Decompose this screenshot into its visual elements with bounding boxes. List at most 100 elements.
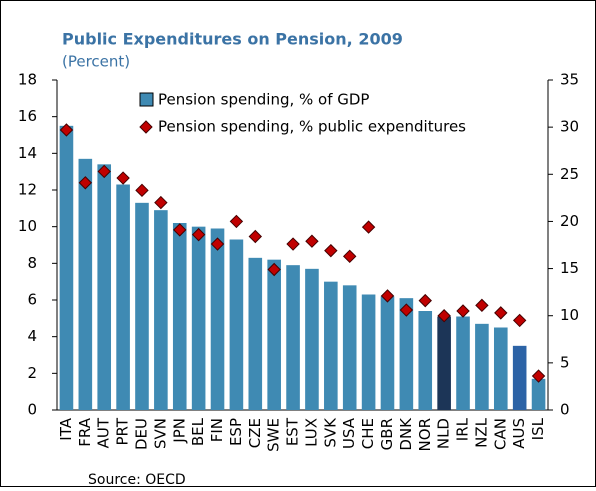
bar <box>342 285 357 410</box>
x-tick-label: ESP <box>227 418 245 446</box>
x-tick-label: DEU <box>132 418 150 450</box>
bar <box>229 239 244 410</box>
y2-tick-label: 35 <box>560 71 579 89</box>
bar <box>248 257 263 410</box>
y2-tick-label: 20 <box>560 212 579 230</box>
y2-tick-label: 15 <box>560 259 579 277</box>
y2-tick-label: 30 <box>560 118 579 136</box>
x-tick-label: ITA <box>57 417 75 440</box>
bar <box>361 294 376 410</box>
bar <box>305 268 319 410</box>
diamond-marker <box>286 237 300 251</box>
diamond-marker <box>191 227 206 242</box>
diamond-marker <box>210 237 225 251</box>
legend-label: Pension spending, % public expenditures <box>158 118 466 136</box>
bar <box>78 158 93 410</box>
bar <box>97 164 112 410</box>
bar <box>154 210 168 410</box>
y-tick-label: 6 <box>27 291 37 309</box>
diamond-marker <box>229 214 244 229</box>
x-tick-label: GBR <box>378 418 396 450</box>
bar <box>418 311 433 410</box>
bar <box>191 226 206 410</box>
legend-label: Pension spending, % of GDP <box>158 91 369 109</box>
bar <box>380 296 395 410</box>
diamond-marker <box>267 262 281 277</box>
diamond-marker <box>305 234 319 248</box>
x-tick-label: DNK <box>397 417 415 451</box>
y-tick-label: 4 <box>27 327 37 345</box>
y-tick-label: 10 <box>18 217 37 235</box>
x-tick-label: NOR <box>416 418 434 451</box>
x-tick-label: JPN <box>170 418 188 444</box>
x-tick-label: FRA <box>76 417 94 446</box>
bar <box>116 184 130 410</box>
diamond-marker <box>531 369 546 383</box>
bar <box>493 327 508 410</box>
diamond-marker <box>154 195 168 210</box>
x-tick-label: NLD <box>435 418 453 449</box>
diamond-marker <box>512 313 527 328</box>
bar <box>210 228 225 410</box>
x-tick-label: EST <box>284 417 302 446</box>
bar <box>475 323 489 410</box>
diamond-marker <box>437 309 451 323</box>
diamond-marker <box>97 164 111 179</box>
x-tick-label: PRT <box>114 417 132 445</box>
source: Source: OECD <box>88 472 186 487</box>
legend-swatch <box>139 120 153 134</box>
x-tick-label: IRL <box>454 417 472 441</box>
y2-tick-label: 0 <box>560 401 570 419</box>
diamond-marker <box>361 220 376 234</box>
x-tick-label: FIN <box>208 418 226 442</box>
x-tick-label: ISL <box>529 417 547 440</box>
diamond-marker <box>399 303 414 317</box>
x-tick-label: BEL <box>189 417 207 446</box>
diamond-marker <box>324 243 338 258</box>
bar <box>531 378 546 410</box>
y-tick-label: 16 <box>18 107 37 125</box>
diamond-marker <box>475 298 489 313</box>
y-tick-label: 8 <box>27 254 37 272</box>
diamond-marker <box>59 123 74 137</box>
bar <box>512 345 527 410</box>
bar <box>286 265 300 410</box>
bar <box>172 223 187 410</box>
y-tick-label: 14 <box>18 144 37 162</box>
diamond-marker <box>135 183 149 198</box>
x-tick-label: SWE <box>265 418 283 452</box>
bar <box>324 281 338 410</box>
x-tick-label: CHE <box>359 418 377 449</box>
bar <box>437 316 451 410</box>
y-tick-label: 0 <box>27 401 37 419</box>
x-tick-label: AUS <box>510 418 528 449</box>
diamond-marker <box>494 306 508 320</box>
y-tick-label: 12 <box>18 181 37 199</box>
diamond-marker <box>343 249 357 264</box>
diamond-marker <box>173 223 187 237</box>
x-tick-label: LUX <box>302 418 320 447</box>
bar <box>399 298 414 410</box>
bar <box>267 259 281 410</box>
x-tick-label: SVN <box>151 418 169 449</box>
diamond-marker <box>380 289 395 303</box>
y-tick-label: 18 <box>18 71 37 89</box>
diamond-marker <box>116 171 130 185</box>
y2-tick-label: 5 <box>560 353 570 371</box>
x-tick-label: CZE <box>246 418 264 448</box>
chart-subtitle: (Percent) <box>62 53 130 71</box>
bar <box>59 125 74 410</box>
bar <box>456 316 470 410</box>
bar <box>135 202 149 410</box>
x-tick-label: AUT <box>95 417 113 448</box>
diamond-marker <box>78 176 93 190</box>
diamond-marker <box>418 293 432 308</box>
x-tick-label: SVK <box>321 417 339 448</box>
x-tick-label: NZL <box>472 417 490 447</box>
diamond-marker <box>248 229 262 244</box>
y2-tick-label: 25 <box>560 165 579 183</box>
chart-title: Public Expenditures on Pension, 2009 <box>62 30 403 49</box>
y-tick-label: 2 <box>27 364 37 382</box>
x-tick-label: CAN <box>491 418 509 450</box>
